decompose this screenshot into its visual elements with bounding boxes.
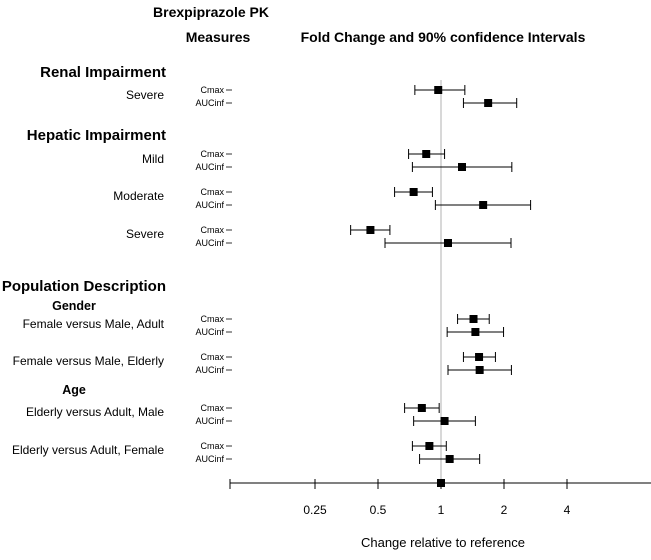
- point-estimate-marker: [469, 315, 478, 323]
- measure-label: Cmax: [200, 85, 224, 95]
- subsection-label: Gender: [52, 299, 96, 313]
- subsection-label: Age: [62, 383, 86, 397]
- point-estimate-marker: [445, 455, 454, 463]
- point-estimate-marker: [422, 150, 431, 158]
- x-axis-label: Change relative to reference: [361, 535, 525, 550]
- point-estimate-marker: [440, 417, 449, 425]
- group-label: Elderly versus Adult, Female: [12, 443, 164, 457]
- header-measures-line2: Measures: [186, 29, 251, 45]
- x-tick-label: 4: [564, 503, 571, 517]
- measure-label: Cmax: [200, 441, 224, 451]
- measure-label: Cmax: [200, 314, 224, 324]
- section-label: Population Description: [2, 278, 166, 295]
- group-label: Female versus Male, Adult: [23, 317, 165, 331]
- x-tick-label: 0.5: [370, 503, 387, 517]
- measure-label: AUCinf: [195, 454, 224, 464]
- point-estimate-marker: [475, 353, 484, 361]
- point-estimate-marker: [366, 226, 375, 234]
- group-label: Female versus Male, Elderly: [13, 354, 164, 368]
- measure-label: Cmax: [200, 187, 224, 197]
- measure-label: AUCinf: [195, 416, 224, 426]
- chart-title: Fold Change and 90% confidence Intervals: [301, 29, 586, 45]
- measure-label: AUCinf: [195, 162, 224, 172]
- point-estimate-marker: [417, 404, 426, 412]
- point-estimate-marker: [458, 163, 467, 171]
- reference-axis-marker: [437, 479, 445, 487]
- point-estimate-marker: [484, 99, 493, 107]
- measure-label: Cmax: [200, 225, 224, 235]
- group-label: Severe: [126, 227, 164, 241]
- measure-label: Cmax: [200, 403, 224, 413]
- group-label: Severe: [126, 88, 164, 102]
- measure-label: AUCinf: [195, 200, 224, 210]
- point-estimate-marker: [409, 188, 418, 196]
- measure-label: Cmax: [200, 149, 224, 159]
- x-tick-label: 1: [438, 503, 445, 517]
- measure-label: Cmax: [200, 352, 224, 362]
- section-label: Hepatic Impairment: [27, 127, 166, 144]
- measure-label: AUCinf: [195, 238, 224, 248]
- measure-label: AUCinf: [195, 327, 224, 337]
- group-label: Moderate: [113, 189, 164, 203]
- point-estimate-marker: [434, 86, 443, 94]
- measure-label: AUCinf: [195, 98, 224, 108]
- group-label: Mild: [142, 152, 164, 166]
- point-estimate-marker: [471, 328, 480, 336]
- group-label: Elderly versus Adult, Male: [26, 405, 164, 419]
- measure-label: AUCinf: [195, 365, 224, 375]
- x-tick-label: 0.25: [303, 503, 327, 517]
- section-label: Renal Impairment: [40, 64, 166, 81]
- x-tick-label: 2: [501, 503, 508, 517]
- point-estimate-marker: [425, 442, 434, 450]
- point-estimate-marker: [479, 201, 488, 209]
- point-estimate-marker: [443, 239, 452, 247]
- header-measures-line1: Brexpiprazole PK: [153, 4, 269, 20]
- point-estimate-marker: [475, 366, 484, 374]
